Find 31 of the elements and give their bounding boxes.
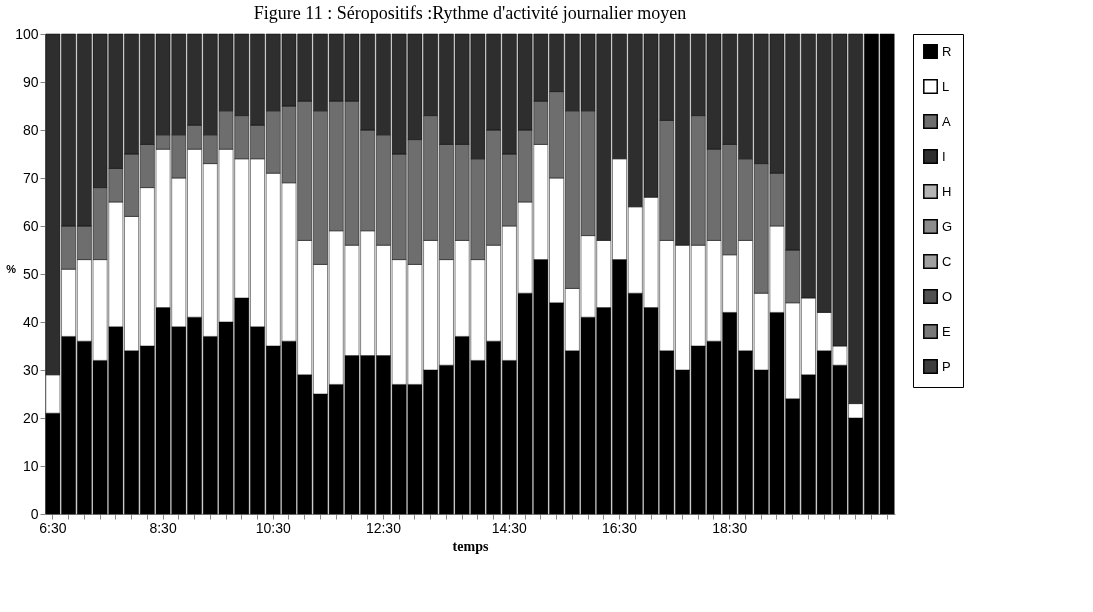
y-tick-label: 40 [22, 313, 39, 330]
y-tick-label: 30 [22, 361, 39, 378]
chart-title: Figure 11 : Séropositifs :Rythme d'activité journalier moyen [253, 3, 687, 23]
x-tick-label: 16:30 [602, 519, 638, 536]
legend-label: G [942, 218, 953, 234]
y-tick-label: 90 [22, 73, 39, 90]
legend-label: O [942, 288, 953, 304]
x-tick-label: 6:30 [39, 519, 67, 536]
legend-label: R [942, 43, 952, 59]
x-tick-label: 14:30 [491, 519, 528, 536]
y-tick-label: 50 [22, 265, 39, 282]
x-axis-title: temps [452, 538, 489, 554]
y-tick-label: 20 [22, 409, 39, 426]
legend-label: A [942, 113, 951, 129]
x-tick-label: 8:30 [149, 519, 177, 536]
y-tick-label: 80 [22, 121, 39, 138]
legend-label: I [942, 148, 946, 164]
x-tick-label: 18:30 [712, 519, 748, 536]
legend-label: P [942, 358, 951, 374]
legend-label: L [942, 78, 950, 94]
x-tick-label: 10:30 [255, 519, 291, 536]
y-axis-title: % [6, 262, 17, 275]
y-tick-label: 0 [30, 505, 39, 522]
y-tick-label: 70 [22, 169, 39, 186]
legend-label: H [942, 183, 952, 199]
legend-label: E [942, 323, 951, 339]
y-tick-label: 100 [15, 25, 39, 42]
x-tick-label: 12:30 [365, 519, 402, 536]
legend-label: C [942, 253, 952, 269]
y-tick-label: 60 [22, 217, 39, 234]
y-tick-label: 10 [22, 457, 39, 474]
